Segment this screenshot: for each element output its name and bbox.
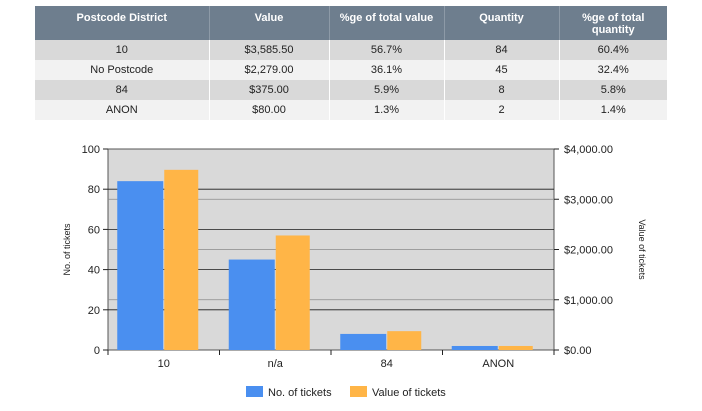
- table-cell: 5.8%: [559, 80, 667, 100]
- table-cell: $375.00: [209, 80, 330, 100]
- header-pct-value: %ge of total value: [329, 6, 445, 40]
- table-cell: 60.4%: [559, 40, 667, 60]
- bar-value-of-tickets-2: [387, 331, 422, 350]
- table-cell: 1.4%: [559, 100, 667, 120]
- table-cell: 84: [444, 40, 560, 60]
- legend-swatch-value-of-tickets: [350, 386, 367, 397]
- table-cell: 2: [444, 100, 560, 120]
- bar-value-of-tickets-1: [275, 235, 310, 350]
- legend-swatch-no-of-tickets: [246, 386, 263, 397]
- table-cell: 56.7%: [329, 40, 445, 60]
- header-pct-quantity: %ge of total quantity: [559, 6, 667, 40]
- x-tick-label: 84: [381, 358, 393, 370]
- table-row: 84 $375.00 5.9% 8 5.8%: [35, 80, 667, 100]
- table-cell: 32.4%: [559, 60, 667, 80]
- y2-tick-label: $3,000.00: [564, 194, 613, 206]
- table-cell: 1.3%: [329, 100, 445, 120]
- table-cell: 36.1%: [329, 60, 445, 80]
- table-cell: 10: [35, 40, 210, 60]
- table-cell: $2,279.00: [209, 60, 330, 80]
- y2-tick-label: $2,000.00: [564, 245, 613, 257]
- y-tick-label: 100: [82, 144, 100, 156]
- x-tick-label: ANON: [482, 358, 514, 370]
- x-tick-label: n/a: [268, 358, 284, 370]
- y2-axis-title: Value of tickets: [637, 219, 647, 280]
- bar-no-of-tickets-1: [228, 259, 275, 350]
- table-cell: 84: [35, 80, 210, 100]
- y-tick-label: 40: [88, 265, 100, 277]
- y2-tick-label: $1,000.00: [564, 295, 613, 307]
- axes-group: [103, 148, 559, 355]
- bar-no-of-tickets-3: [451, 345, 498, 350]
- table-row: ANON $80.00 1.3% 2 1.4%: [35, 100, 667, 120]
- legend-label-value-of-tickets: Value of tickets: [372, 387, 446, 399]
- table-cell: 5.9%: [329, 80, 445, 100]
- y-tick-label: 60: [88, 224, 100, 236]
- bar-no-of-tickets-0: [117, 181, 164, 350]
- table-cell: $80.00: [209, 100, 330, 120]
- legend-label-no-of-tickets: No. of tickets: [268, 387, 332, 399]
- bars-group: [117, 169, 533, 350]
- table-row: No Postcode $2,279.00 36.1% 45 32.4%: [35, 60, 667, 80]
- bar-value-of-tickets-0: [164, 169, 199, 350]
- y-tick-label: 80: [88, 184, 100, 196]
- table-cell: 8: [444, 80, 560, 100]
- x-tick-label: 10: [158, 358, 170, 370]
- bar-no-of-tickets-2: [340, 333, 387, 350]
- summary-table: Postcode District Value %ge of total val…: [35, 6, 667, 120]
- header-postcode-district: Postcode District: [35, 6, 210, 40]
- header-value: Value: [209, 6, 330, 40]
- legend: No. of tickets Value of tickets: [246, 386, 446, 399]
- table-cell: 45: [444, 60, 560, 80]
- y2-tick-label: $0.00: [564, 345, 592, 357]
- table-header-row: Postcode District Value %ge of total val…: [35, 6, 667, 40]
- y-tick-label: 20: [88, 305, 100, 317]
- table-cell: ANON: [35, 100, 210, 120]
- table-row: 10 $3,585.50 56.7% 84 60.4%: [35, 40, 667, 60]
- table-cell: $3,585.50: [209, 40, 330, 60]
- y-tick-label: 0: [94, 345, 100, 357]
- y2-tick-label: $4,000.00: [564, 144, 613, 156]
- y-axis-title: No. of tickets: [62, 223, 72, 276]
- tick-labels: 0 20 40 60 80 100 $0.00 $1,000.00 $2,000.00 $3,00…: [82, 144, 613, 370]
- table-cell: No Postcode: [35, 60, 210, 80]
- bar-value-of-tickets-3: [498, 345, 533, 350]
- header-quantity: Quantity: [444, 6, 560, 40]
